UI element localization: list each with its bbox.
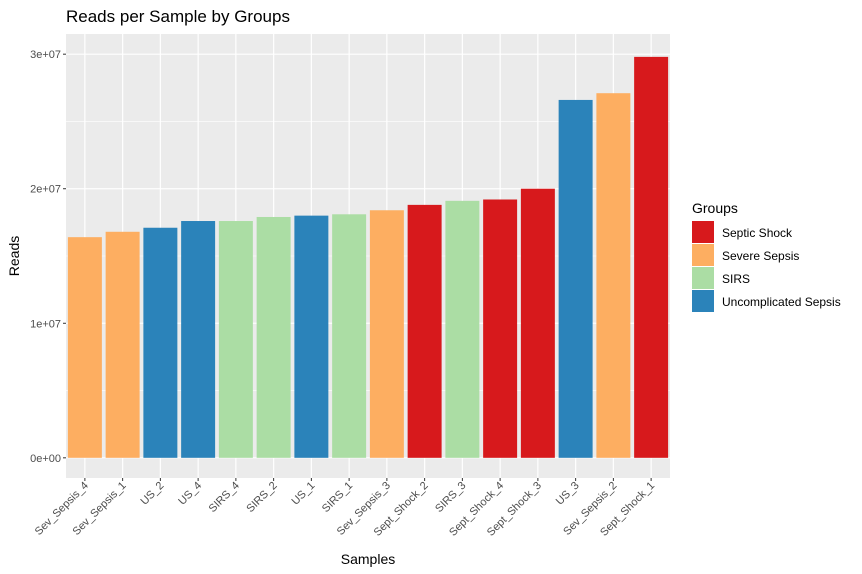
- y-axis: 0e+00 1e+07 2e+07 3e+07: [30, 49, 66, 465]
- bar: [67, 237, 102, 458]
- bar: [558, 99, 593, 458]
- legend-swatch: [692, 290, 714, 312]
- legend-title: Groups: [692, 200, 738, 216]
- bar: [256, 216, 291, 458]
- x-tick-label: US_4: [176, 480, 204, 508]
- legend: Groups Septic Shock Severe Sepsis SIRS Unco…: [692, 200, 841, 312]
- x-tick-label: SIRS_2: [244, 480, 279, 515]
- bar: [294, 215, 329, 458]
- x-tick-label: SIRS_3: [433, 480, 468, 515]
- legend-swatch: [692, 267, 714, 289]
- bar: [520, 188, 555, 458]
- legend-label: Septic Shock: [722, 226, 793, 240]
- x-tick-label: SIRS_1: [320, 480, 355, 515]
- bar: [181, 221, 216, 458]
- x-tick-label: US_1: [290, 480, 318, 508]
- bar: [407, 204, 442, 458]
- chart-title: Reads per Sample by Groups: [66, 7, 290, 26]
- x-tick-label: SIRS_4: [207, 480, 242, 515]
- bars: [67, 56, 669, 458]
- bar: [105, 231, 140, 458]
- legend-swatch: [692, 221, 714, 243]
- x-axis-title: Samples: [341, 551, 395, 567]
- y-axis-title: Reads: [6, 236, 22, 276]
- y-tick-label: 2e+07: [30, 184, 61, 196]
- x-tick-label: US_2: [139, 480, 167, 508]
- bar: [369, 210, 404, 458]
- y-tick-label: 0e+00: [30, 453, 61, 465]
- legend-label: Severe Sepsis: [722, 249, 799, 263]
- x-tick-label: US_3: [554, 480, 582, 508]
- y-tick-label: 1e+07: [30, 318, 61, 330]
- bar: [483, 199, 518, 458]
- legend-label: SIRS: [722, 272, 750, 286]
- legend-swatch: [692, 244, 714, 266]
- bar: [332, 214, 367, 458]
- bar: [634, 56, 669, 458]
- bar: [218, 221, 253, 458]
- y-tick-label: 3e+07: [30, 49, 61, 61]
- legend-label: Uncomplicated Sepsis: [722, 295, 841, 309]
- bar: [596, 93, 631, 458]
- bar: [445, 200, 480, 458]
- bar: [143, 227, 178, 458]
